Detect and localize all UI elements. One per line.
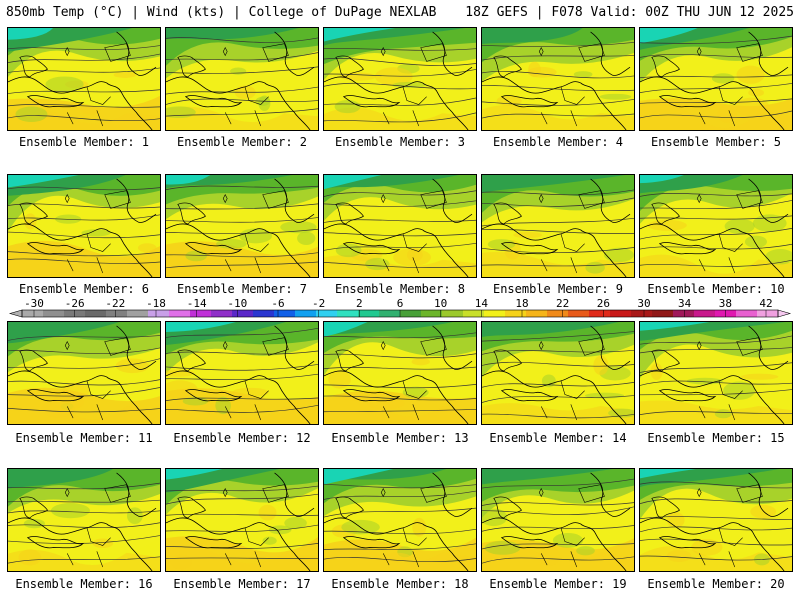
ensemble-map-12 — [165, 321, 319, 425]
colorbar-tick-label: -30 — [24, 297, 44, 310]
ensemble-map-19 — [481, 468, 635, 572]
colorbar-swatch — [85, 310, 107, 317]
colorbar-swatch — [295, 310, 317, 317]
colorbar-tick-label: 42 — [759, 297, 772, 310]
ensemble-member-caption: Ensemble Member: 13 — [331, 431, 469, 445]
ensemble-map-6 — [7, 174, 161, 278]
ensemble-member-caption: Ensemble Member: 20 — [647, 577, 785, 591]
ensemble-member-caption: Ensemble Member: 16 — [15, 577, 153, 591]
header-title: 850mb Temp (°C) | Wind (kts) | College o… — [6, 5, 437, 20]
ensemble-member-caption: Ensemble Member: 3 — [334, 135, 466, 149]
ensemble-map-20 — [639, 468, 793, 572]
colorbar-tick-label: -18 — [146, 297, 166, 310]
header-valid-time: 18Z GEFS | F078 Valid: 00Z THU JUN 12 20… — [465, 5, 794, 20]
colorbar-swatch — [610, 310, 632, 317]
colorbar-swatch — [274, 310, 296, 317]
colorbar-tick-label: 26 — [597, 297, 610, 310]
colorbar-swatch — [148, 310, 170, 317]
colorbar-swatch — [421, 310, 443, 317]
ensemble-member-caption: Ensemble Member: 18 — [331, 577, 469, 591]
colorbar-swatch — [442, 310, 464, 317]
ensemble-member-caption: Ensemble Member: 7 — [176, 282, 308, 296]
ensemble-map-2 — [165, 27, 319, 131]
ensemble-map-1 — [7, 27, 161, 131]
ensemble-map-14 — [481, 321, 635, 425]
colorbar-tick-label: -26 — [65, 297, 85, 310]
colorbar-swatch — [631, 310, 653, 317]
ensemble-member-caption: Ensemble Member: 9 — [492, 282, 624, 296]
colorbar-swatch — [190, 310, 212, 317]
ensemble-map-7 — [165, 174, 319, 278]
ensemble-map-10 — [639, 174, 793, 278]
ensemble-map-16 — [7, 468, 161, 572]
colorbar-swatch — [337, 310, 359, 317]
colorbar-high-arrow — [777, 309, 792, 318]
ensemble-map-5 — [639, 27, 793, 131]
colorbar-tick-label: -6 — [271, 297, 284, 310]
colorbar-tick-label: 22 — [556, 297, 569, 310]
colorbar-tick-label: 10 — [434, 297, 447, 310]
colorbar-tick-label: 34 — [678, 297, 692, 310]
ensemble-map-15 — [639, 321, 793, 425]
colorbar-swatch — [127, 310, 149, 317]
colorbar-swatch — [253, 310, 275, 317]
colorbar-tick-label: -2 — [312, 297, 325, 310]
colorbar-swatch — [400, 310, 422, 317]
temperature-colorbar: -30 -26 -22 -18 -14 -10 -6 -2 2 6 10 14 18 22 26 30 34 38… — [8, 297, 792, 318]
colorbar-swatch — [736, 310, 758, 317]
colorbar-tick-label: -22 — [105, 297, 125, 310]
colorbar-swatch — [232, 310, 254, 317]
ensemble-member-caption: Ensemble Member: 17 — [173, 577, 311, 591]
colorbar-tick-label: 30 — [637, 297, 650, 310]
ensemble-map-9 — [481, 174, 635, 278]
colorbar-swatch — [358, 310, 380, 317]
colorbar-tick-label: -10 — [227, 297, 247, 310]
ensemble-member-caption: Ensemble Member: 15 — [647, 431, 785, 445]
ensemble-map-3 — [323, 27, 477, 131]
ensemble-map-8 — [323, 174, 477, 278]
ensemble-map-4 — [481, 27, 635, 131]
colorbar-swatch — [673, 310, 695, 317]
colorbar-swatch — [106, 310, 128, 317]
colorbar-swatch — [589, 310, 611, 317]
ensemble-member-caption: Ensemble Member: 2 — [176, 135, 308, 149]
ensemble-member-caption: Ensemble Member: 5 — [650, 135, 782, 149]
colorbar-swatch — [43, 310, 65, 317]
colorbar-swatch — [526, 310, 548, 317]
ensemble-map-18 — [323, 468, 477, 572]
colorbar-low-arrow — [8, 309, 23, 318]
colorbar-swatch — [484, 310, 506, 317]
colorbar-tick-label: 14 — [475, 297, 489, 310]
colorbar-swatch — [757, 310, 779, 317]
ensemble-member-caption: Ensemble Member: 8 — [334, 282, 466, 296]
colorbar-swatch — [169, 310, 191, 317]
colorbar-swatch — [211, 310, 233, 317]
ensemble-map-17 — [165, 468, 319, 572]
colorbar-swatch — [505, 310, 527, 317]
colorbar-swatch — [547, 310, 569, 317]
ensemble-member-caption: Ensemble Member: 12 — [173, 431, 311, 445]
colorbar-swatch — [715, 310, 737, 317]
ensemble-member-caption: Ensemble Member: 1 — [18, 135, 150, 149]
colorbar-tick-label: 38 — [719, 297, 732, 310]
colorbar-swatch — [316, 310, 338, 317]
ensemble-member-caption: Ensemble Member: 11 — [15, 431, 153, 445]
colorbar-swatch — [463, 310, 485, 317]
ensemble-member-caption: Ensemble Member: 19 — [489, 577, 627, 591]
colorbar-tick-label: -14 — [187, 297, 207, 310]
ensemble-map-13 — [323, 321, 477, 425]
colorbar-swatch — [379, 310, 401, 317]
colorbar-swatch — [652, 310, 674, 317]
colorbar-tick-label: 2 — [356, 297, 363, 310]
colorbar-swatch — [22, 310, 44, 317]
ensemble-map-11 — [7, 321, 161, 425]
colorbar-tick-label: 6 — [397, 297, 404, 310]
ensemble-member-caption: Ensemble Member: 14 — [489, 431, 627, 445]
colorbar-swatch — [568, 310, 590, 317]
colorbar-tick-label: 18 — [515, 297, 528, 310]
ensemble-member-caption: Ensemble Member: 6 — [18, 282, 150, 296]
colorbar-swatch — [694, 310, 716, 317]
ensemble-member-caption: Ensemble Member: 4 — [492, 135, 624, 149]
ensemble-member-caption: Ensemble Member: 10 — [647, 282, 785, 296]
